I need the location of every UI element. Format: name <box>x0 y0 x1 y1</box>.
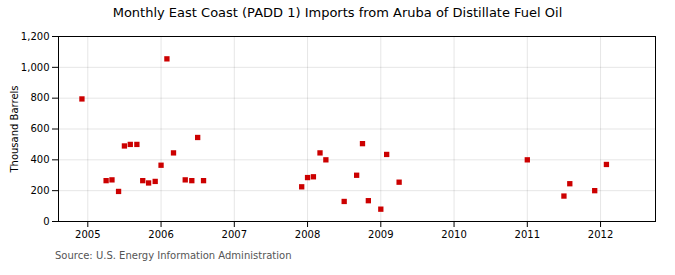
svg-text:800: 800 <box>30 92 49 103</box>
svg-text:0: 0 <box>43 216 49 227</box>
svg-text:2009: 2009 <box>368 229 393 240</box>
svg-text:2005: 2005 <box>75 229 100 240</box>
svg-text:2006: 2006 <box>148 229 173 240</box>
html-text:Source: U.S. Energy Informatio: Source: U.S. Energy Information Administ… <box>55 250 292 261</box>
svg-text:Thousand Barrels: Thousand Barrels <box>9 85 20 173</box>
html-text:Monthly East Coast (PADD 1) Im: Monthly East Coast (PADD 1) Imports from… <box>112 5 563 20</box>
svg-text:2011: 2011 <box>515 229 540 240</box>
svg-text:2010: 2010 <box>441 229 466 240</box>
svg-text:1,200: 1,200 <box>21 31 50 42</box>
svg-text:200: 200 <box>30 185 49 196</box>
svg-text:2007: 2007 <box>222 229 247 240</box>
svg-text:2008: 2008 <box>295 229 320 240</box>
svg-text:1,000: 1,000 <box>21 62 50 73</box>
svg-text:600: 600 <box>30 123 49 134</box>
svg-text:400: 400 <box>30 154 49 165</box>
svg-text:2012: 2012 <box>588 229 613 240</box>
